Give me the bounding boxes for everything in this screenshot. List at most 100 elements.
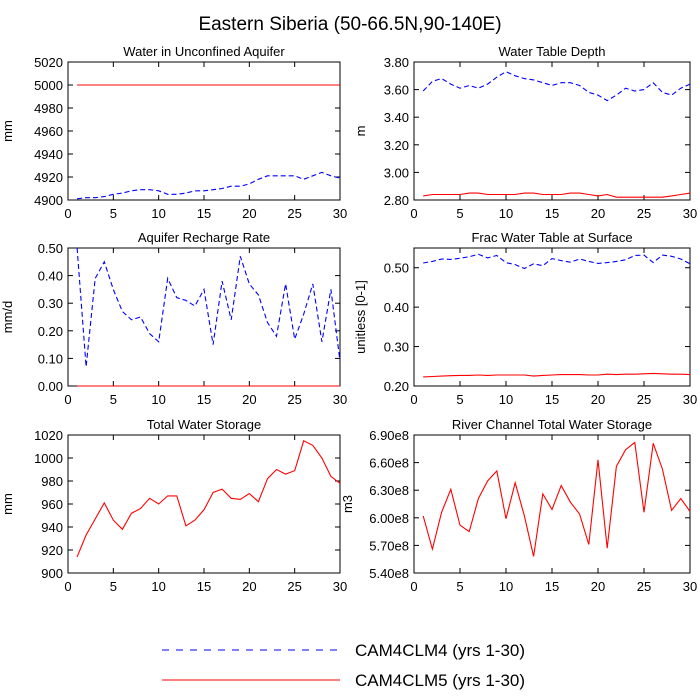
x-tick-label: 5	[456, 206, 463, 221]
x-tick-label: 0	[410, 579, 417, 594]
series-line-cam4clm4-yrs-1-30	[423, 253, 691, 270]
series-line-cam4clm5-yrs-1-30	[423, 192, 691, 198]
y-tick-label: 0.20	[384, 379, 409, 394]
chart-panel-aquifer-recharge-rate: Aquifer Recharge Rate 0.00 0.10 0.20 0.30 0.4…	[0, 230, 347, 407]
y-axis-label: mm	[0, 493, 15, 515]
y-axis-label: unitless [0-1]	[353, 280, 368, 354]
x-tick-label: 30	[683, 392, 697, 407]
chart-panel-river-channel-total-water-storage: River Channel Total Water Storage 5.40e8 5…	[340, 417, 697, 594]
y-tick-label: 980	[41, 474, 63, 489]
x-tick-label: 5	[456, 392, 463, 407]
y-tick-label: 3.20	[384, 138, 409, 153]
series-line-cam4clm4-yrs-1-30	[77, 171, 341, 200]
x-tick-label: 20	[591, 206, 605, 221]
y-tick-label: 1020	[34, 428, 63, 443]
y-tick-label: 4940	[34, 147, 63, 162]
x-tick-label: 5	[110, 392, 117, 407]
x-tick-label: 30	[333, 392, 347, 407]
y-tick-label: 900	[41, 566, 63, 581]
series-line-cam4clm4-yrs-1-30	[76, 247, 341, 367]
y-tick-label: 2.80	[384, 193, 409, 208]
x-tick-label: 0	[64, 579, 71, 594]
y-tick-label: 0.50	[38, 241, 63, 256]
y-tick-label: 5.40e8	[369, 566, 409, 581]
y-tick-label: 4920	[34, 170, 63, 185]
x-tick-label: 15	[197, 206, 211, 221]
figure-title: Eastern Siberia (50-66.5N,90-140E)	[198, 14, 501, 35]
chart-panel-total-water-storage: Total Water Storage 900 920 940 960 980 1000 10…	[0, 417, 347, 594]
series-line-cam4clm5-yrs-1-30	[76, 440, 341, 558]
x-tick-label: 25	[287, 206, 301, 221]
x-tick-label: 10	[151, 392, 165, 407]
y-tick-label: 3.60	[384, 83, 409, 98]
x-tick-label: 25	[637, 206, 651, 221]
x-tick-label: 20	[242, 392, 256, 407]
y-tick-label: 3.00	[384, 165, 409, 180]
chart-panel-water-table-depth: Water Table Depth 2.80 3.00 3.20 3.40 3.60 3.8…	[353, 44, 697, 221]
y-tick-label: 0.30	[38, 296, 63, 311]
y-tick-label: 0.40	[384, 300, 409, 315]
panel-title: Water Table Depth	[499, 44, 606, 59]
series-line-cam4clm4-yrs-1-30	[422, 71, 691, 102]
y-tick-label: 920	[41, 543, 63, 558]
y-tick-label: 0.20	[38, 324, 63, 339]
y-tick-label: 0.40	[38, 269, 63, 284]
x-tick-label: 10	[499, 206, 513, 221]
y-tick-label: 3.40	[384, 110, 409, 125]
x-tick-label: 5	[456, 579, 463, 594]
y-tick-label: 4980	[34, 101, 63, 116]
x-tick-label: 25	[287, 579, 301, 594]
x-tick-label: 10	[499, 392, 513, 407]
y-tick-label: 6.30e8	[369, 483, 409, 498]
y-axis-label: m	[353, 126, 368, 137]
y-axis-label: m3	[340, 495, 355, 513]
y-tick-label: 6.60e8	[369, 456, 409, 471]
y-tick-label: 0.00	[38, 379, 63, 394]
chart-panel-water-in-unconfined-aquifer: Water in Unconfined Aquifer 4900 4920 4940 4…	[0, 44, 347, 221]
y-axis-label: mm	[0, 120, 15, 142]
x-tick-label: 20	[242, 206, 256, 221]
x-tick-label: 10	[151, 206, 165, 221]
x-tick-label: 15	[545, 579, 559, 594]
panel-title: Frac Water Table at Surface	[471, 230, 632, 245]
plot-frame	[67, 247, 341, 387]
legend-label-cam4clm4: CAM4CLM4 (yrs 1-30)	[355, 641, 525, 660]
x-tick-label: 5	[110, 206, 117, 221]
x-tick-label: 15	[197, 392, 211, 407]
series-line-cam4clm5-yrs-1-30	[423, 372, 691, 378]
x-tick-label: 25	[637, 579, 651, 594]
x-tick-label: 25	[637, 392, 651, 407]
plot-frame	[413, 61, 691, 201]
x-tick-label: 30	[333, 206, 347, 221]
x-tick-label: 15	[545, 206, 559, 221]
legend: CAM4CLM4 (yrs 1-30) CAM4CLM5 (yrs 1-30)	[162, 641, 525, 690]
y-tick-label: 5000	[34, 78, 63, 93]
y-tick-label: 0.50	[384, 261, 409, 276]
y-tick-label: 6.90e8	[369, 428, 409, 443]
panel-title: Aquifer Recharge Rate	[138, 230, 270, 245]
x-tick-label: 20	[591, 579, 605, 594]
x-tick-label: 0	[410, 206, 417, 221]
y-tick-label: 5.70e8	[369, 538, 409, 553]
x-tick-label: 10	[499, 579, 513, 594]
plot-frame	[67, 61, 341, 201]
y-tick-label: 960	[41, 497, 63, 512]
y-tick-label: 6.00e8	[369, 511, 409, 526]
y-tick-label: 3.80	[384, 55, 409, 70]
x-tick-label: 15	[545, 392, 559, 407]
x-tick-label: 20	[591, 392, 605, 407]
x-tick-label: 10	[151, 579, 165, 594]
y-tick-label: 4960	[34, 124, 63, 139]
x-tick-label: 25	[287, 392, 301, 407]
series-line-cam4clm5-yrs-1-30	[422, 441, 691, 557]
y-tick-label: 1000	[34, 451, 63, 466]
x-tick-label: 0	[410, 392, 417, 407]
plot-frame	[413, 434, 691, 574]
legend-label-cam4clm5: CAM4CLM5 (yrs 1-30)	[355, 671, 525, 690]
x-tick-label: 5	[110, 579, 117, 594]
x-tick-label: 0	[64, 206, 71, 221]
x-tick-label: 30	[683, 579, 697, 594]
x-tick-label: 30	[333, 579, 347, 594]
plot-frame	[413, 247, 691, 387]
